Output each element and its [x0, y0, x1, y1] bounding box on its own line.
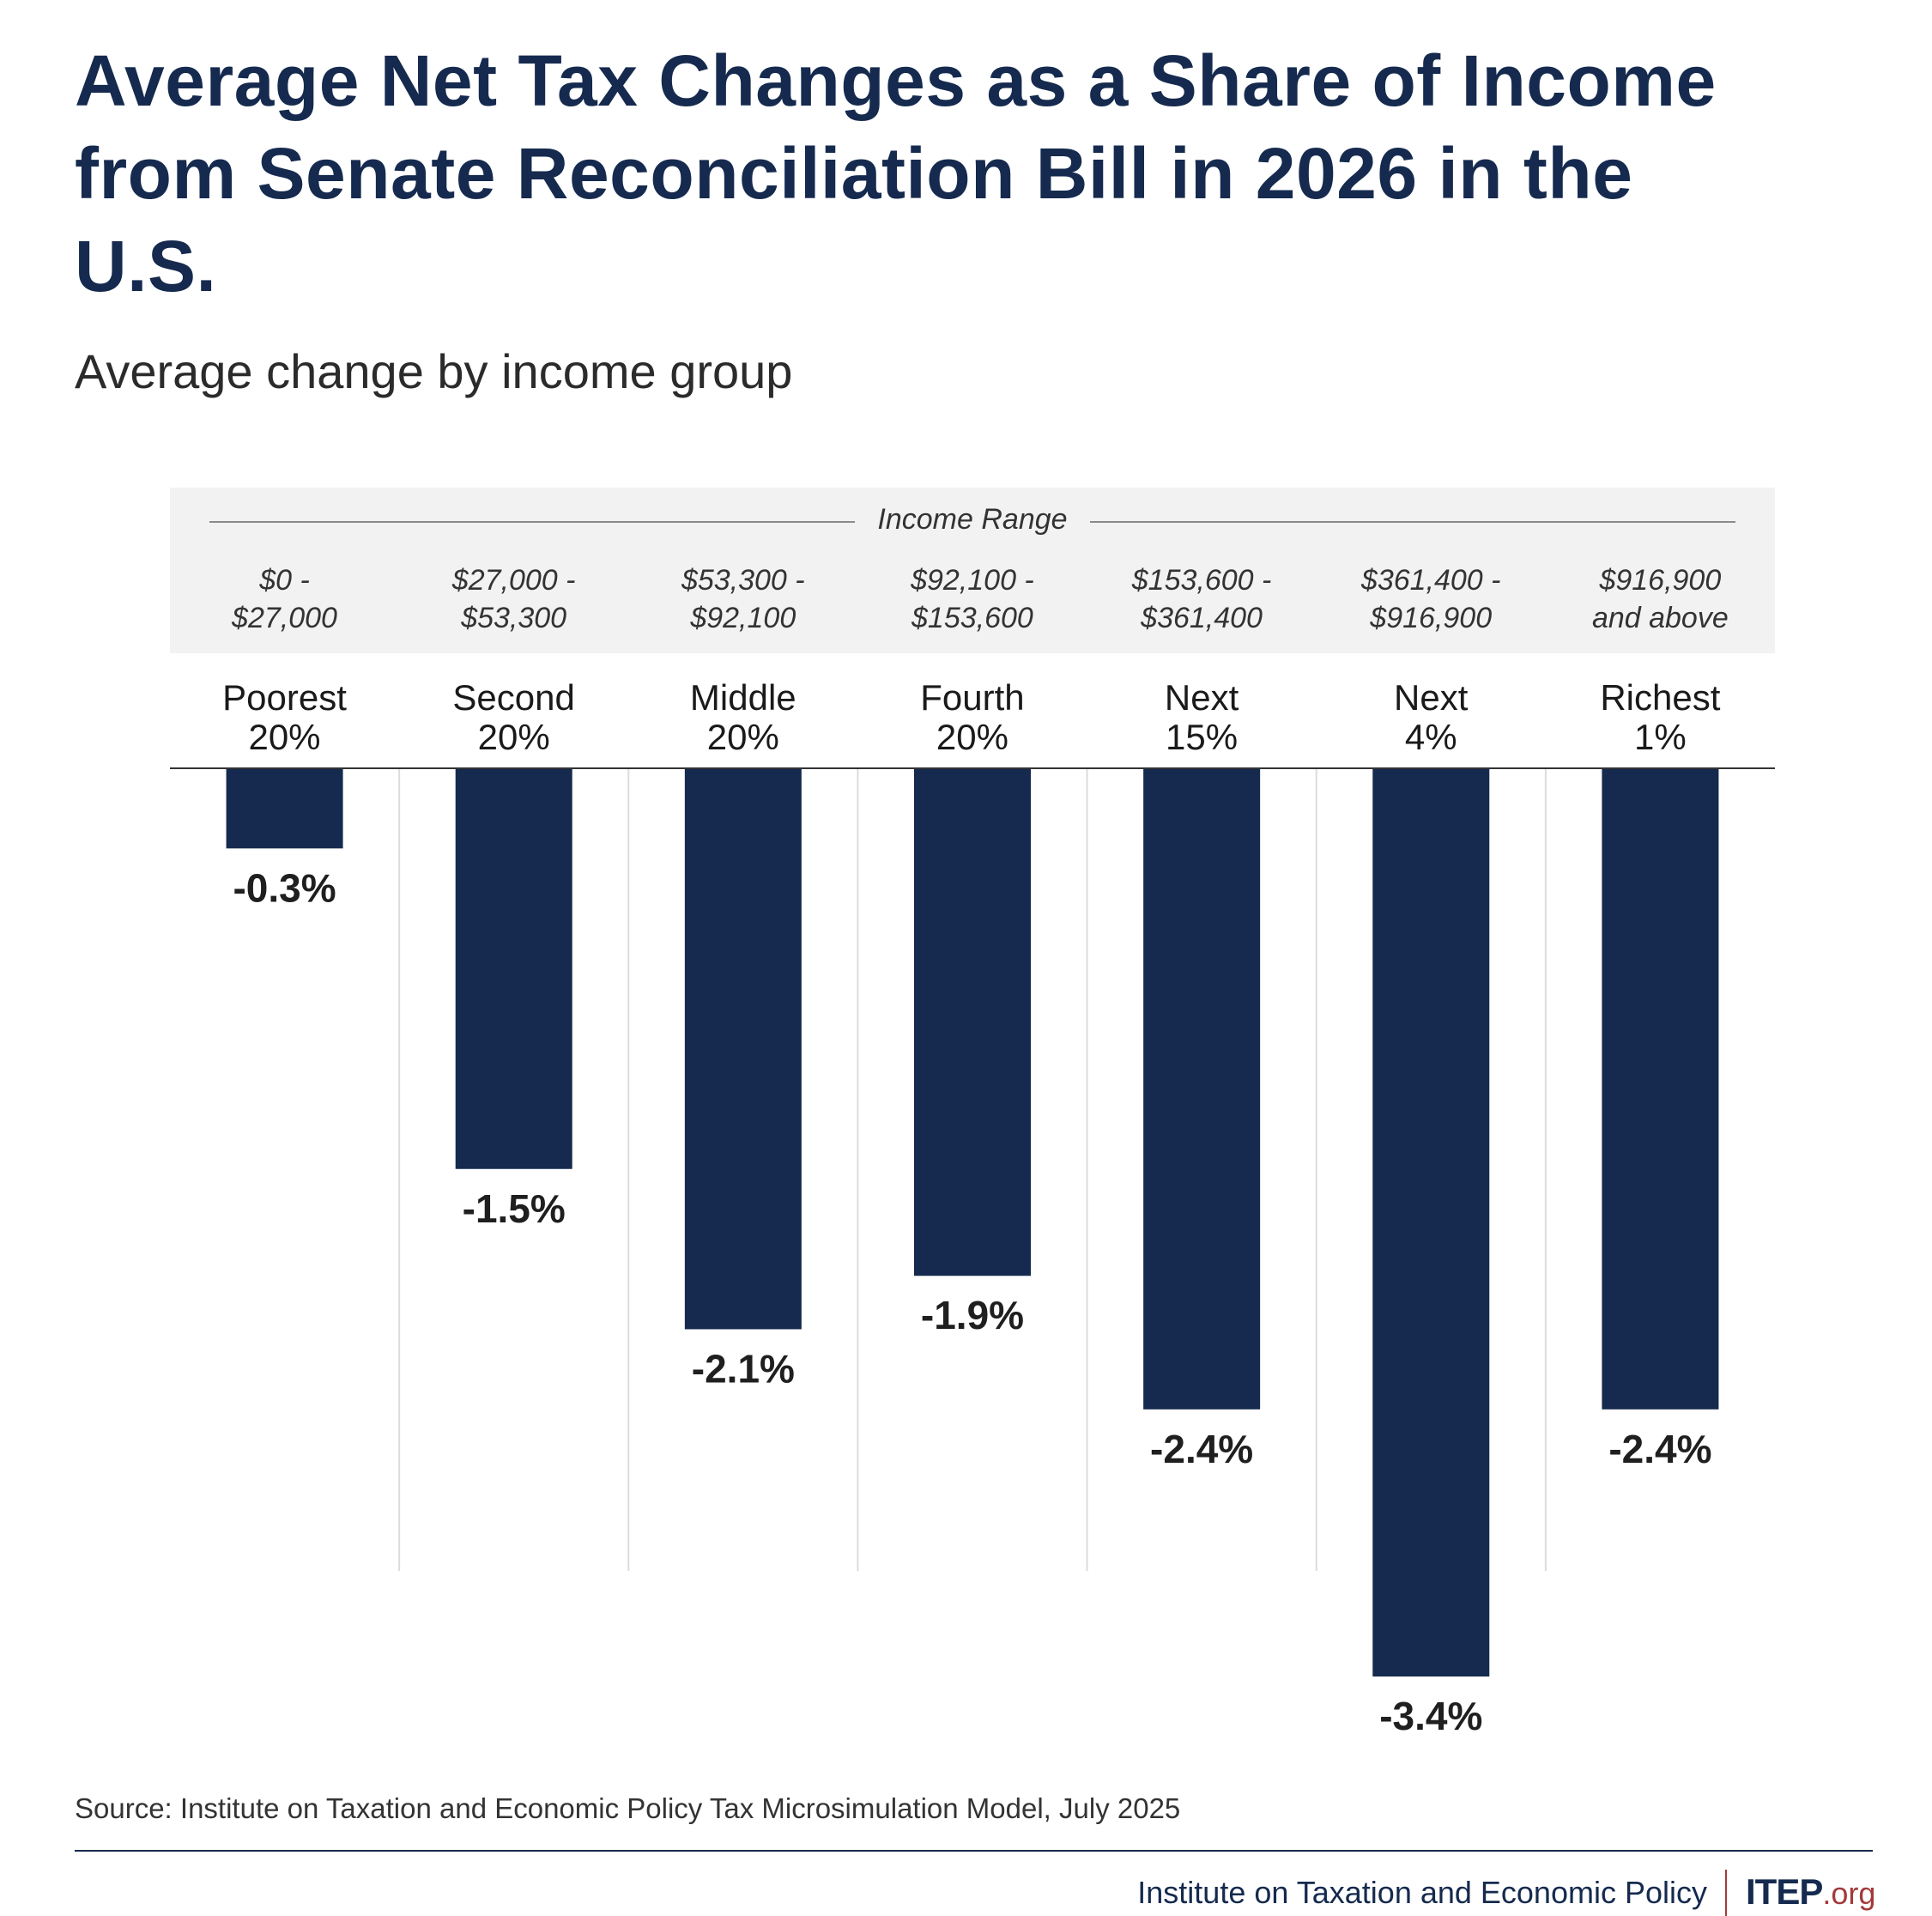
value-label: -2.1% [692, 1346, 795, 1391]
bar [1602, 768, 1719, 1410]
category-label: Middle 20% [628, 678, 857, 757]
value-label: -1.5% [463, 1186, 566, 1231]
income-range-label: $361,400 - $916,900 [1317, 561, 1546, 637]
income-range-label: $53,300 - $92,100 [628, 561, 857, 637]
category-label-line: 20% [706, 717, 779, 757]
value-label: -1.9% [921, 1293, 1024, 1337]
income-range-line: $27,000 [232, 602, 337, 634]
income-range-line: and above [1591, 602, 1729, 634]
category-label-line: 15% [1166, 717, 1239, 757]
income-range-line: $27,000 - [451, 564, 576, 597]
value-label: -2.4% [1608, 1427, 1711, 1471]
category-label-line: 20% [248, 717, 321, 757]
income-range-label: $92,100 - $153,600 [857, 561, 1087, 637]
category-label: Fourth 20% [857, 678, 1087, 757]
bar [1143, 768, 1261, 1410]
income-range-heading: Income Range [855, 503, 1090, 536]
logo-tld: .org [1822, 1876, 1876, 1911]
category-label: Next 4% [1317, 678, 1546, 757]
category-label: Second 20% [399, 678, 628, 757]
logo-main: ITEP [1746, 1871, 1823, 1912]
bar [684, 768, 802, 1330]
category-label-line: Poorest [222, 677, 347, 718]
income-range-line: $53,300 - [681, 564, 805, 597]
footer-divider [75, 1850, 1873, 1852]
chart-subtitle: Average change by income group [75, 344, 793, 398]
bar [1372, 768, 1490, 1676]
income-range-label: $153,600 - $361,400 [1087, 561, 1317, 637]
income-range-line: $0 - [259, 564, 310, 597]
category-label: Poorest 20% [170, 678, 399, 757]
income-range-line: $92,100 - [911, 564, 1034, 597]
category-label-line: 20% [936, 717, 1008, 757]
income-range-line: $916,900 [1599, 564, 1722, 597]
income-range-band: Income Range $0 - $27,000 $27,000 - $53,300… [170, 488, 1775, 653]
income-range-line: $361,400 - [1360, 564, 1501, 597]
value-label: -0.3% [233, 865, 336, 910]
category-label-line: 1% [1633, 717, 1687, 757]
income-range-label: $27,000 - $53,300 [399, 561, 628, 637]
category-label-line: Second [452, 677, 575, 718]
footer-separator [1725, 1870, 1727, 1916]
income-range-line: $361,400 [1141, 602, 1263, 634]
bar [226, 768, 343, 849]
source-note: Source: Institute on Taxation and Econom… [75, 1792, 1181, 1824]
bar [455, 768, 572, 1169]
category-label-line: Next [1394, 677, 1469, 718]
category-label: Richest 1% [1546, 678, 1775, 757]
category-label-line: Next [1164, 677, 1239, 718]
value-label: -2.4% [1150, 1427, 1253, 1471]
chart-title: Average Net Tax Changes as a Share of In… [75, 40, 1717, 306]
income-range-line: $916,900 [1370, 602, 1493, 634]
income-range-line: $153,600 - [1131, 564, 1272, 597]
income-range-line: $53,300 [461, 602, 567, 634]
bar [914, 768, 1031, 1276]
category-label: Next 15% [1087, 678, 1317, 757]
income-range-line: $92,100 [690, 602, 796, 634]
income-range-label: $0 - $27,000 [170, 561, 399, 637]
category-label-line: Middle [689, 677, 796, 718]
category-label-line: 4% [1404, 717, 1457, 757]
category-label-line: Fourth [920, 677, 1025, 718]
category-label-line: Richest [1600, 677, 1721, 718]
organization-name: Institute on Taxation and Economic Polic… [1137, 1875, 1707, 1910]
income-range-line: $153,600 [911, 602, 1033, 634]
category-label-line: 20% [477, 717, 550, 757]
itep-logo: ITEP.org [1746, 1871, 1875, 1913]
value-label: -3.4% [1379, 1694, 1482, 1738]
income-range-label: $916,900 and above [1546, 561, 1775, 637]
